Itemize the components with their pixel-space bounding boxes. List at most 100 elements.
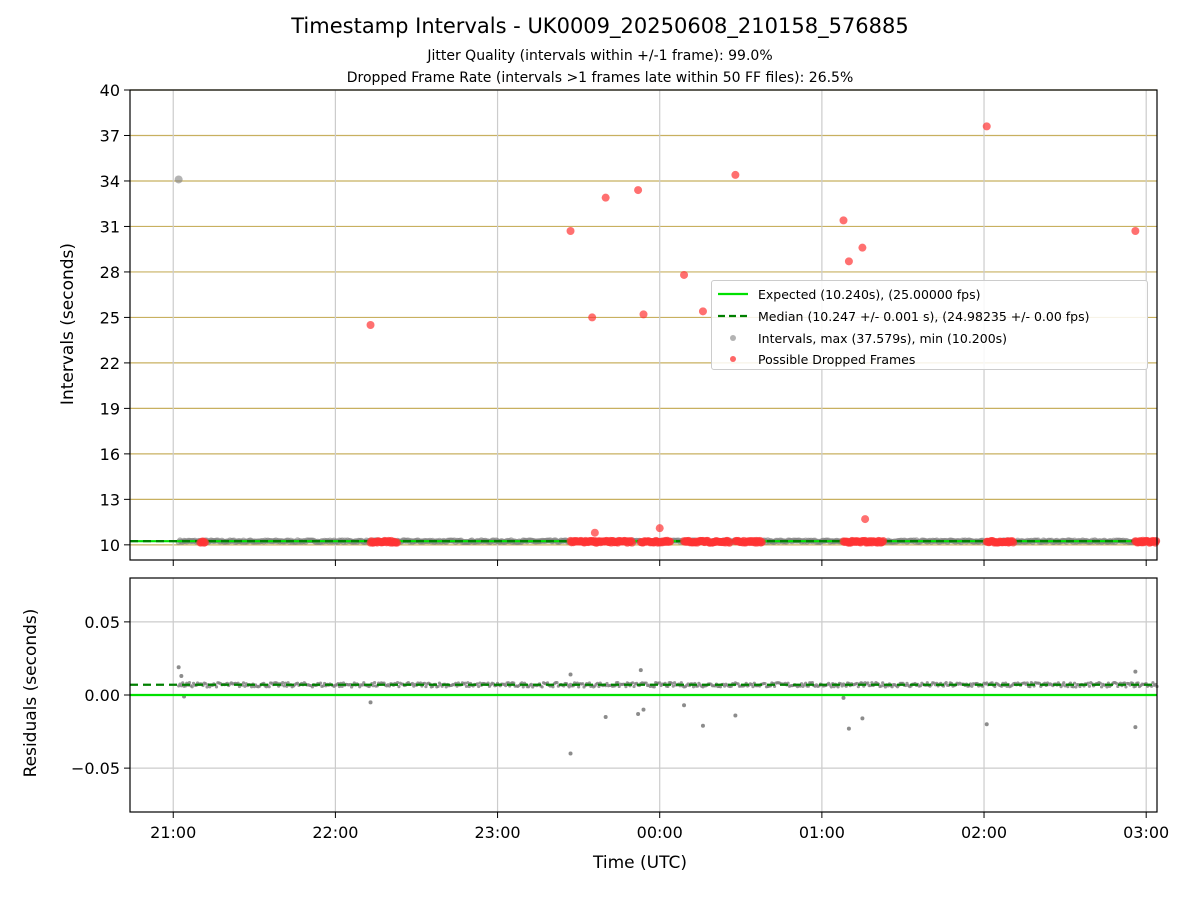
dropped-frame-point (861, 515, 870, 524)
residual-point (1087, 684, 1092, 688)
residual-point (671, 684, 675, 688)
residual-point (190, 685, 194, 689)
x-tick-label: 01:00 (799, 823, 845, 842)
residual-point (466, 681, 470, 685)
residual-point (1099, 685, 1104, 689)
legend-intervals-dot-icon (730, 335, 736, 341)
residual-outlier-point (846, 726, 851, 731)
residual-outlier-point (179, 673, 184, 678)
dropped-frame-point (879, 537, 888, 546)
residual-point (362, 681, 366, 685)
top-y-tick-label: 22 (100, 354, 120, 373)
residual-point (1086, 681, 1090, 685)
residual-outlier-point (700, 723, 705, 728)
legend-expected-line-icon (718, 292, 748, 296)
residual-point (829, 685, 833, 689)
residual-point (810, 681, 815, 685)
residual-point (879, 684, 883, 688)
bottom-y-tick-label: 0.05 (84, 613, 120, 632)
bottom-y-tick-label: 0.00 (84, 686, 120, 705)
dropped-frame-point (634, 186, 643, 195)
residual-point (464, 684, 469, 688)
residual-point (372, 681, 377, 685)
residual-point (1124, 685, 1128, 689)
residual-point (1074, 685, 1078, 689)
residual-point (1151, 681, 1155, 685)
top-y-tick-label: 13 (100, 490, 120, 509)
residual-point (944, 681, 948, 685)
dropped-frame-point (628, 538, 637, 547)
residual-point (870, 681, 874, 685)
legend-entry-expected: Expected (10.240s), (25.00000 fps) (712, 283, 1147, 305)
residual-point (410, 681, 415, 686)
top-y-tick-label: 31 (100, 217, 120, 236)
residual-point (187, 681, 192, 685)
residual-point (679, 681, 683, 685)
dropped-frame-point (393, 538, 402, 547)
residual-point (395, 681, 400, 685)
residual-outlier-point (176, 665, 181, 670)
dropped-frame-point (844, 257, 853, 266)
residual-point (670, 681, 674, 685)
dropped-frame-point (839, 216, 848, 225)
residual-point (214, 685, 219, 689)
residual-point (1062, 681, 1066, 685)
residual-point (736, 682, 740, 686)
residual-outlier-point (860, 716, 865, 721)
residual-outlier-point (603, 714, 608, 719)
residual-outlier-point (368, 700, 373, 705)
residual-point (286, 681, 290, 685)
dropped-frame-point (588, 313, 597, 322)
residual-point (990, 681, 994, 685)
residual-point (475, 682, 479, 686)
dropped-frame-point (655, 524, 664, 533)
residual-point (477, 684, 481, 689)
residual-point (1114, 681, 1119, 686)
x-tick-label: 23:00 (475, 823, 521, 842)
residual-outlier-point (568, 751, 573, 756)
residual-point (836, 685, 840, 689)
residual-outlier-point (1133, 725, 1138, 730)
dropped-frame-point (757, 538, 766, 547)
x-tick-label: 21:00 (150, 823, 196, 842)
dropped-frame-point (666, 537, 675, 546)
residual-point (691, 685, 696, 689)
residual-point (763, 681, 767, 686)
residual-point (243, 684, 247, 688)
residual-point (672, 681, 677, 685)
residual-point (551, 685, 555, 689)
residual-point (1105, 685, 1109, 689)
residual-point (204, 682, 208, 686)
residual-point (616, 681, 620, 685)
dropped-frame-point (566, 227, 575, 235)
dropped-frame-point (639, 310, 648, 319)
residual-point (504, 684, 508, 688)
residual-point (718, 685, 723, 689)
dropped-frame-point (1152, 537, 1161, 546)
x-tick-label: 00:00 (637, 823, 683, 842)
residual-point (281, 681, 285, 685)
residual-point (970, 684, 974, 688)
dropped-frame-point (200, 538, 209, 547)
residual-point (856, 685, 860, 689)
residual-point (282, 684, 286, 688)
residual-point (881, 681, 885, 685)
top-y-tick-label: 19 (100, 399, 120, 418)
dropped-frame-point (698, 307, 707, 316)
residual-point (521, 685, 525, 689)
residual-point (250, 685, 254, 689)
residual-point (631, 681, 635, 685)
top-axes-frame (129, 89, 1158, 561)
legend-intervals-label: Intervals, max (37.579s), min (10.200s) (758, 331, 1008, 346)
residual-point (444, 685, 448, 689)
residual-outlier-point (841, 695, 846, 700)
dropped-subtitle: Dropped Frame Rate (intervals >1 frames … (346, 70, 854, 86)
top-y-tick-label: 25 (100, 308, 120, 327)
top-y-tick-label: 16 (100, 445, 120, 464)
legend-entry-intervals: Intervals, max (37.579s), min (10.200s) (712, 327, 1147, 349)
residual-point (567, 685, 571, 689)
bottom-axes: −0.05 0.00 0.05 21:00 22:00 23:00 00:00 01:00 02… (71, 577, 1169, 842)
residual-outlier-point (1133, 669, 1138, 674)
residual-point (658, 681, 662, 685)
